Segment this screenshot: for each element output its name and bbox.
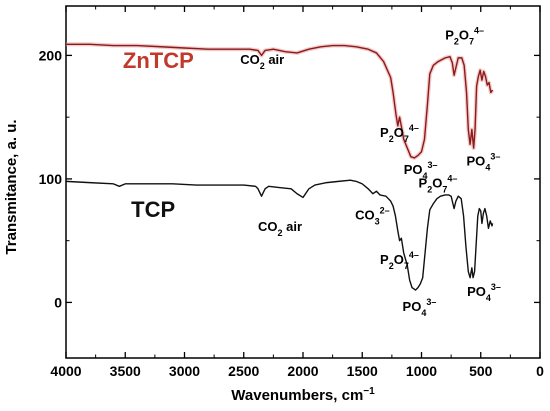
annotation-part: 3– bbox=[491, 282, 501, 292]
axis-ticks bbox=[65, 6, 541, 358]
annotation-part: 2 bbox=[260, 61, 265, 71]
x-tick-label: 2000 bbox=[287, 363, 318, 379]
x-tick-label: 0 bbox=[536, 363, 544, 379]
annotation-part: 3 bbox=[375, 217, 380, 227]
series-line-tcp bbox=[65, 179, 494, 291]
annotation-part: 2– bbox=[380, 206, 390, 216]
annotation-co2-air-bottom: CO2 air bbox=[258, 219, 302, 238]
annotation-part: 4 bbox=[423, 171, 428, 181]
annotation-part: PO bbox=[404, 162, 423, 177]
annotation-co2-air-top: CO2 air bbox=[240, 52, 284, 71]
annotation-p2o7-bottom-left: P2O74– bbox=[380, 250, 419, 271]
y-tick-label: 200 bbox=[39, 47, 63, 63]
annotation-part: PO bbox=[467, 153, 486, 168]
annotation-part: 4 bbox=[421, 308, 426, 318]
annotation-part: air bbox=[282, 219, 302, 234]
annotation-part: 7 bbox=[469, 36, 474, 46]
series-lines bbox=[65, 42, 495, 291]
annotation-part: P bbox=[380, 125, 389, 140]
y-tick-label: 0 bbox=[54, 294, 62, 310]
annotation-part: 2 bbox=[454, 36, 459, 46]
annotation-part: CO bbox=[240, 52, 260, 67]
x-tick-label: 1500 bbox=[347, 363, 378, 379]
annotation-part: CO bbox=[258, 219, 278, 234]
x-tick-label: 1000 bbox=[406, 363, 437, 379]
x-tick-label: 500 bbox=[469, 363, 493, 379]
annotation-part: P bbox=[445, 27, 454, 42]
y-axis-title: Transmitance, a. u. bbox=[3, 119, 20, 254]
x-tick-label: 3500 bbox=[110, 363, 141, 379]
series-line-zntcp bbox=[66, 43, 494, 159]
annotation-part: 2 bbox=[389, 261, 394, 271]
annotation-part: CO bbox=[355, 208, 375, 223]
annotation-po4-bottom-right: PO43– bbox=[467, 282, 501, 303]
annotation-part: 3– bbox=[426, 297, 436, 307]
annotation-co3: CO32– bbox=[355, 206, 390, 227]
annotation-part: 4– bbox=[474, 25, 484, 35]
x-axis-title-sup: −1 bbox=[363, 386, 375, 397]
annotation-part: 7 bbox=[404, 261, 409, 271]
annotation-part: air bbox=[265, 52, 285, 67]
y-tick-label: 100 bbox=[39, 171, 63, 187]
annotation-part: 2 bbox=[389, 134, 394, 144]
annotation-part: O bbox=[459, 27, 469, 42]
annotation-part: PO bbox=[403, 299, 422, 314]
x-tick-label: 2500 bbox=[228, 363, 259, 379]
annotation-po4-top-mid: PO43– bbox=[404, 160, 438, 181]
annotation-po4-bottom-mid: PO43– bbox=[403, 297, 437, 318]
x-tick-labels: 4000 3500 3000 2500 2000 1500 1000 500 0 bbox=[50, 363, 544, 379]
annotation-part: 4 bbox=[485, 162, 490, 172]
annotation-part: 4– bbox=[447, 174, 457, 184]
series-label-zntcp: ZnTCP bbox=[123, 48, 194, 73]
annotation-part: P bbox=[419, 176, 428, 191]
annotation-part: 7 bbox=[404, 134, 409, 144]
annotation-part: 4– bbox=[409, 123, 419, 133]
annotation-po4-top-right: PO43– bbox=[467, 151, 501, 172]
annotation-part: O bbox=[394, 252, 404, 267]
annotation-part: 4– bbox=[409, 250, 419, 260]
annotation-part: 2 bbox=[427, 185, 432, 195]
annotation-part: 3– bbox=[490, 151, 500, 161]
x-axis-title: Wavenumbers, cm−1 bbox=[231, 386, 375, 404]
annotation-part: O bbox=[394, 125, 404, 140]
annotation-part: 2 bbox=[277, 228, 282, 238]
x-axis-title-text: Wavenumbers, cm bbox=[231, 387, 363, 404]
annotation-p2o7-top-right: P2O74– bbox=[445, 25, 484, 46]
x-tick-label: 3000 bbox=[169, 363, 200, 379]
annotation-part: 7 bbox=[442, 185, 447, 195]
annotation-p2o7-bottom-right: P2O74– bbox=[419, 174, 458, 195]
series-labels: ZnTCP TCP bbox=[123, 48, 194, 222]
annotation-p2o7-top-left: P2O74– bbox=[380, 123, 419, 144]
x-tick-label: 4000 bbox=[50, 363, 81, 379]
annotation-part: PO bbox=[467, 284, 486, 299]
y-tick-labels: 0 100 200 bbox=[39, 47, 63, 310]
annotation-part: 3– bbox=[428, 160, 438, 170]
series-label-tcp: TCP bbox=[131, 197, 175, 222]
annotation-part: 4 bbox=[486, 293, 491, 303]
annotation-part: P bbox=[380, 252, 389, 267]
annotation-part: O bbox=[432, 176, 442, 191]
